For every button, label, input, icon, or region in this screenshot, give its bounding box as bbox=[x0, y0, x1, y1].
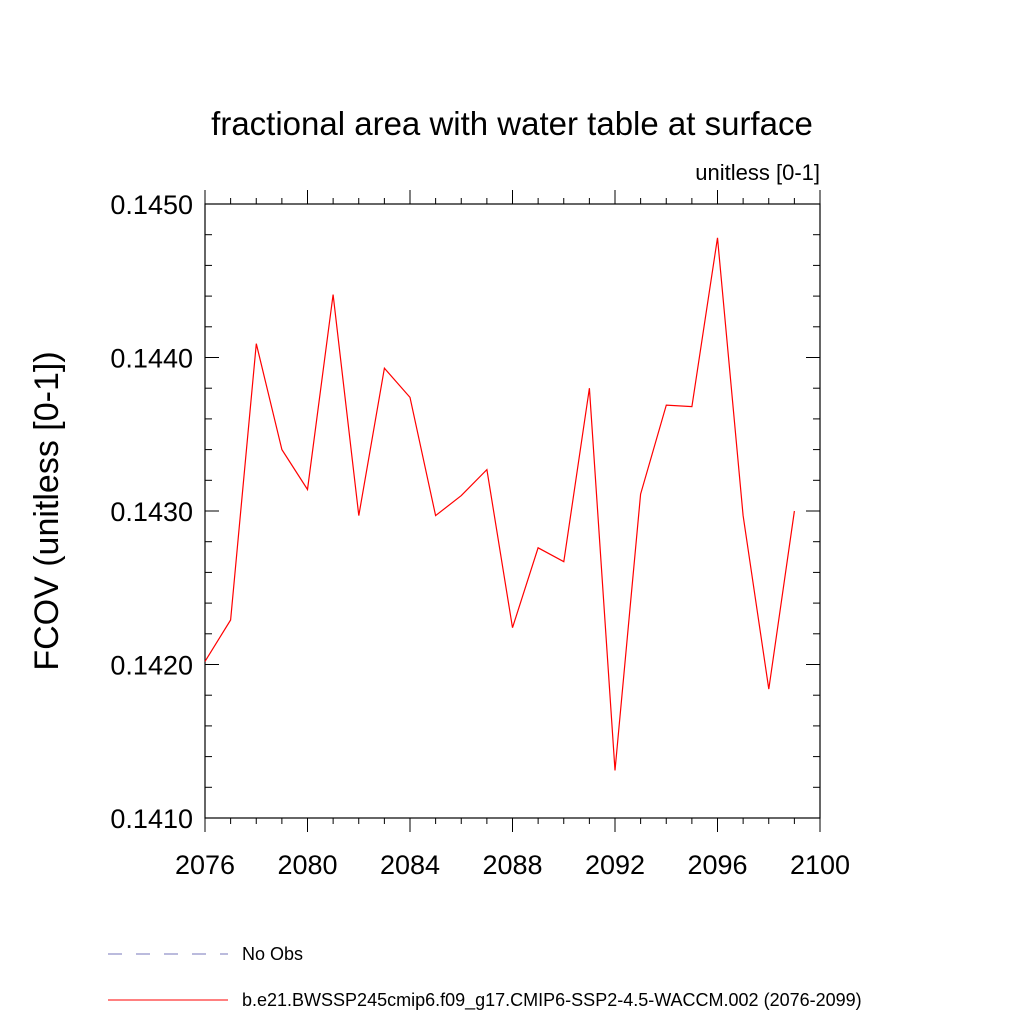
y-tick-label: 0.1450 bbox=[110, 190, 193, 220]
y-tick-label: 0.1420 bbox=[110, 651, 193, 681]
y-tick-label: 0.1430 bbox=[110, 497, 193, 527]
x-tick-label: 2088 bbox=[482, 850, 542, 880]
x-tick-label: 2092 bbox=[585, 850, 645, 880]
y-tick-labels: 0.1410 0.1420 0.1430 0.1440 0.1450 bbox=[110, 190, 193, 834]
legend-label: b.e21.BWSSP245cmip6.f09_g17.CMIP6-SSP2-4… bbox=[242, 990, 862, 1011]
x-tick-label: 2084 bbox=[380, 850, 440, 880]
series-line bbox=[204, 237, 795, 771]
x-tick-label: 2076 bbox=[175, 850, 235, 880]
legend: No Obs b.e21.BWSSP245cmip6.f09_g17.CMIP6-… bbox=[108, 944, 862, 1011]
y-tick-label: 0.1440 bbox=[110, 344, 193, 374]
y-axis-label: FCOV (unitless [0-1]) bbox=[28, 351, 66, 670]
x-tick-label: 2096 bbox=[687, 850, 747, 880]
x-tick-labels: 2076 2080 2084 2088 2092 2096 2100 bbox=[175, 850, 850, 880]
x-tick-label: 2080 bbox=[277, 850, 337, 880]
chart-title: fractional area with water table at surf… bbox=[211, 105, 813, 142]
chart-subtitle: unitless [0-1] bbox=[695, 160, 820, 185]
y-tick-label: 0.1410 bbox=[110, 804, 193, 834]
legend-label: No Obs bbox=[242, 944, 303, 964]
axis-ticks bbox=[204, 190, 821, 832]
series-group bbox=[204, 237, 795, 771]
x-tick-label: 2100 bbox=[790, 850, 850, 880]
plot-frame bbox=[204, 203, 821, 819]
